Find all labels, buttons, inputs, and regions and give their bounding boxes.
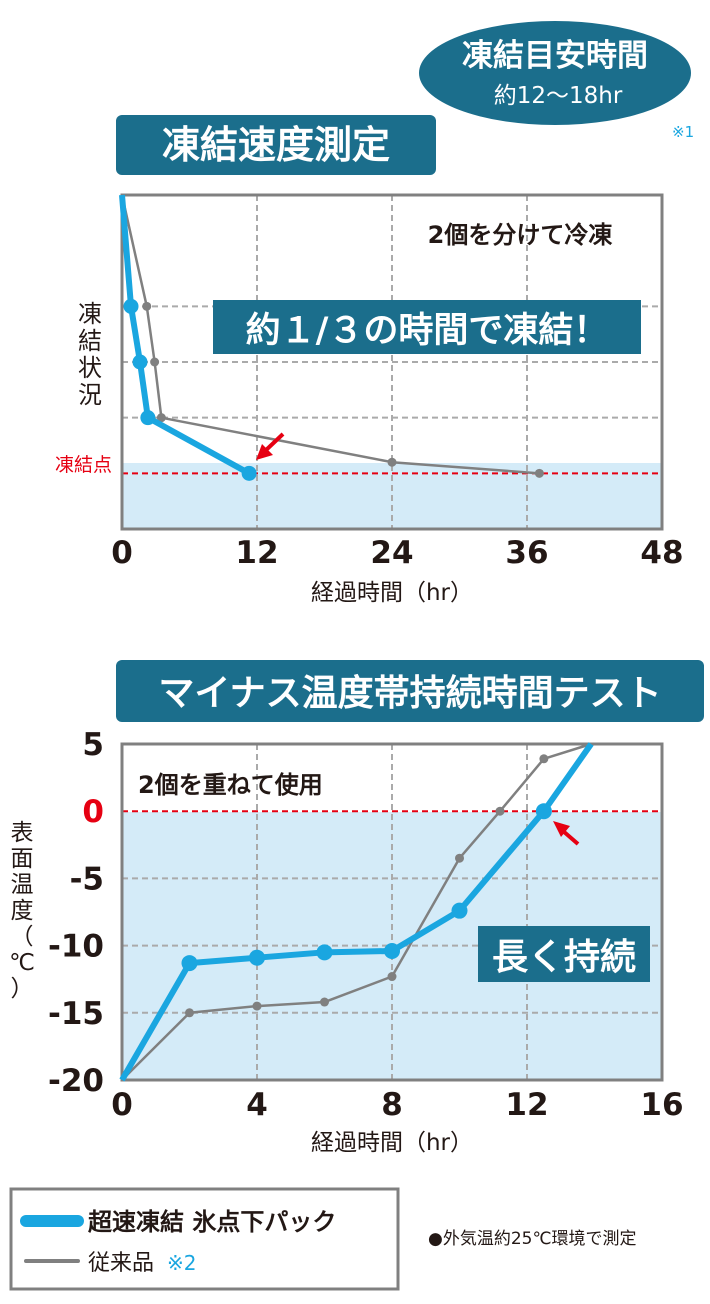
chart1-series-conventional-point	[387, 457, 397, 467]
chart2-x-tick-label: 12	[505, 1087, 548, 1123]
chart2-x-tick-label: 8	[381, 1087, 403, 1123]
chart1-series	[119, 194, 544, 481]
chart1-x-ticks: 0 12 24 36 48	[111, 535, 683, 571]
legend-conventional-note: ※2	[167, 1251, 196, 1275]
chart2-series-super-point	[249, 949, 265, 966]
chart2-series-super-point	[535, 803, 552, 820]
footnote: ●外気温約25℃環境で測定	[428, 1229, 637, 1249]
chart1-series-conventional-line	[120, 194, 540, 475]
chart2-x-ticks: 0 4 8 12 16	[111, 1087, 683, 1123]
ylabel-char: ）	[11, 976, 34, 1002]
legend-super-label: 超速凍結 氷点下パック	[88, 1208, 336, 1236]
chart2-series-conventional-point	[185, 1008, 194, 1018]
sub-zero-duration-chart: マイナス温度帯持続時間テスト 2個を重ねて使用 長く持続 5 0 -5 -10 -15 -…	[9, 660, 704, 1156]
chart2-callout: 長く持続	[492, 937, 636, 978]
chart2-y-tick-label: -10	[48, 929, 104, 965]
chart1-series-super-point	[140, 410, 156, 426]
chart1-annotation: 2個を分けて冷凍	[428, 221, 613, 249]
chart2-series-super-line	[119, 742, 594, 1082]
legend-conventional-label: 従来品	[88, 1251, 154, 1276]
chart1-title: 凍結速度測定	[162, 123, 390, 167]
chart2-series-conventional-point	[495, 806, 505, 816]
chart2-y-tick-label: -15	[48, 996, 104, 1032]
legend-conventional: 従来品 ※2	[88, 1251, 197, 1276]
chart2-series-conventional-point	[252, 1001, 262, 1011]
chart2-series-super-point	[384, 942, 400, 959]
chart2-y-tick-label: 0	[82, 794, 104, 830]
chart2-ylabel: 表面温度（℃）	[9, 820, 35, 1002]
ylabel-char: 況	[78, 381, 102, 409]
chart1-xlabel: 経過時間（hr）	[311, 580, 473, 606]
chart1-arrow	[256, 432, 285, 460]
chart2-x-tick-label: 0	[111, 1087, 133, 1123]
chart1-x-tick-label: 12	[235, 535, 278, 571]
chart2-series-super-point	[181, 955, 198, 972]
chart2-series-conventional-point	[320, 997, 329, 1007]
ylabel-char: 度	[11, 898, 34, 924]
chart2-series-super-point	[451, 902, 468, 919]
chart2-annotation: 2個を重ねて使用	[138, 771, 323, 799]
chart2-xlabel: 経過時間（hr）	[311, 1130, 473, 1156]
chart2-callout-box	[478, 926, 650, 982]
ylabel-char: 状	[78, 354, 102, 382]
chart1-series-conventional-point	[150, 357, 160, 367]
chart1-x-tick-label: 36	[505, 535, 548, 571]
ylabel-char: 結	[78, 327, 102, 355]
chart2-y-tick-label: -5	[70, 861, 104, 897]
legend-box	[9, 1187, 400, 1291]
chart1-frame	[120, 193, 664, 531]
freeze-time-badge: 凍結目安時間 約12～18hr	[419, 21, 691, 125]
chart2-x-tick-label: 16	[640, 1087, 683, 1123]
chart1-callout: 約１/３の時間で凍結！	[246, 311, 609, 351]
chart2-series-conventional-point	[539, 754, 549, 764]
chart2-title: マイナス温度帯持続時間テスト	[158, 673, 661, 714]
chart2-series-super-point	[316, 944, 333, 961]
chart2-title-box	[116, 660, 704, 722]
chart1-x-tick-label: 24	[370, 535, 413, 571]
chart1-ylabel: 凍結状況	[78, 300, 102, 409]
chart2-y-tick-label: 5	[82, 727, 104, 763]
chart2-series-conventional-point	[455, 853, 464, 863]
badge-note: ※1	[672, 123, 694, 141]
chart1-x-tick-label: 48	[640, 535, 683, 571]
legend: 超速凍結 氷点下パック 従来品 ※2	[9, 1187, 400, 1291]
chart1-series-super-point	[123, 298, 139, 314]
chart1-freeze-label: 凍結点	[55, 454, 112, 476]
ylabel-char: （	[11, 924, 34, 950]
chart1-x-tick-label: 0	[111, 535, 133, 571]
chart1-series-conventional-point	[142, 301, 152, 311]
chart1-series-super-point	[241, 465, 257, 481]
chart2-arrow	[553, 821, 580, 846]
chart1-series-conventional-point	[156, 413, 166, 423]
ylabel-char: 表	[11, 820, 34, 846]
ylabel-char: 面	[11, 846, 34, 872]
chart2-y-ticks: 5 0 -5 -10 -15 -20	[48, 727, 104, 1099]
chart2-x-tick-label: 4	[246, 1087, 268, 1123]
badge-ellipse	[419, 21, 691, 125]
badge-title: 凍結目安時間	[462, 38, 648, 74]
chart1-callout-box	[213, 300, 641, 354]
freeze-speed-chart: 凍結速度測定 2個を分けて冷凍 約１/３の時間で凍結！ 凍結状況 凍結点 0 12…	[55, 115, 684, 606]
ylabel-char: 温	[11, 872, 34, 898]
chart1-series-super-point	[132, 354, 148, 370]
ylabel-char: ℃	[9, 950, 35, 976]
ylabel-char: 凍	[78, 300, 102, 328]
chart2-y-tick-label: -20	[48, 1063, 104, 1099]
chart1-title-box	[116, 115, 436, 175]
badge-subtitle: 約12～18hr	[494, 83, 623, 109]
chart2-series	[119, 742, 594, 1082]
chart1-series-conventional-point	[534, 468, 544, 478]
chart2-series-conventional-point	[387, 972, 397, 982]
chart2-frame	[120, 742, 664, 1082]
